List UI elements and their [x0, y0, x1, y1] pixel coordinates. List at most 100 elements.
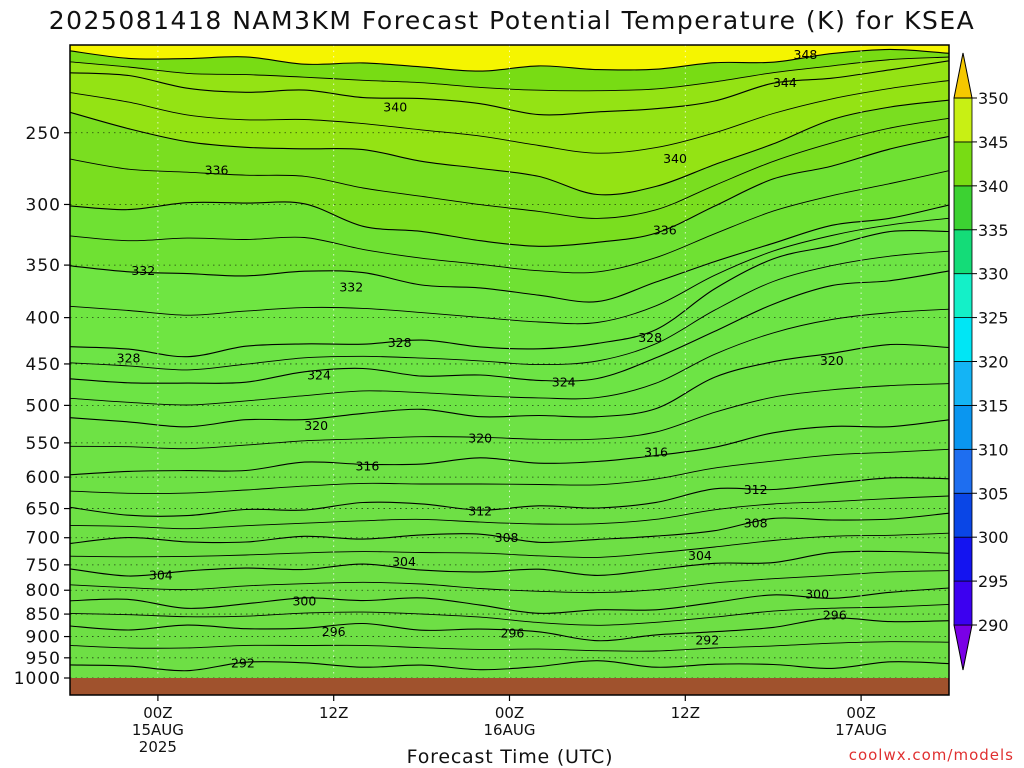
- colorbar-label: 325: [978, 309, 1009, 328]
- colorbar-label: 345: [978, 133, 1009, 152]
- colorbar-label: 290: [978, 616, 1009, 635]
- colorbar-bin-335: [953, 185, 973, 231]
- band-below-292: [70, 660, 949, 678]
- contour-label: 328: [117, 350, 141, 365]
- contour-330: [70, 217, 949, 325]
- x-tick-label: 00Z: [143, 704, 172, 722]
- contour-308: [70, 512, 949, 545]
- band-half-340: [70, 80, 949, 678]
- y-tick-label-400: 400: [26, 309, 61, 329]
- contour-label: 300: [292, 593, 316, 608]
- svg-text:328: 328: [388, 335, 412, 350]
- band-half-312: [70, 449, 949, 678]
- contour-348: [70, 48, 949, 72]
- svg-text:320: 320: [468, 430, 492, 445]
- x-tick-label: 12Z: [319, 704, 348, 722]
- contour-label: 320: [820, 353, 844, 368]
- contour-322: [70, 308, 949, 406]
- contour-label: 312: [744, 482, 768, 497]
- band-half-316: [70, 383, 949, 678]
- svg-text:344: 344: [773, 75, 797, 90]
- contour-298: [70, 603, 949, 626]
- contour-342: [70, 80, 949, 154]
- x-tick-date: 17AUG: [835, 721, 887, 739]
- y-tick-label-250: 250: [26, 124, 61, 144]
- svg-text:312: 312: [468, 503, 492, 518]
- contour-292: [70, 660, 949, 672]
- svg-text:304: 304: [392, 554, 416, 569]
- svg-text:316: 316: [355, 458, 379, 473]
- contour-label: 308: [744, 515, 768, 530]
- colorbar-label: 310: [978, 440, 1009, 459]
- contour-label: 304: [149, 568, 173, 583]
- contour-label: 328: [638, 330, 662, 345]
- svg-text:312: 312: [744, 482, 768, 497]
- contour-label: 328: [388, 335, 412, 350]
- svg-text:296: 296: [501, 626, 525, 641]
- svg-text:300: 300: [292, 593, 316, 608]
- svg-text:320: 320: [304, 418, 328, 433]
- contour-label: 304: [688, 548, 712, 563]
- contour-336: [70, 135, 949, 247]
- contour-344: [70, 60, 949, 116]
- contour-label: 300: [805, 587, 829, 602]
- contour-label: 336: [205, 163, 229, 178]
- y-tick-label-950: 950: [26, 649, 61, 669]
- colorbar-bin-320: [953, 317, 973, 362]
- svg-text:328: 328: [117, 350, 141, 365]
- colorbar-label: 315: [978, 396, 1009, 415]
- band-half-344: [70, 57, 949, 678]
- contour-label: 340: [383, 99, 407, 114]
- x-tick-date: 15AUG: [132, 721, 184, 739]
- x-tick-label: 00Z: [846, 704, 875, 722]
- contour-300: [70, 587, 949, 614]
- y-tick-label-900: 900: [26, 628, 61, 648]
- y-tick-label-350: 350: [26, 256, 61, 276]
- contour-314: [70, 448, 949, 494]
- colorbar-bin-295: [953, 536, 973, 582]
- svg-text:336: 336: [653, 222, 677, 237]
- x-tick-label: 00Z: [495, 704, 524, 722]
- contour-294: [70, 641, 949, 652]
- svg-text:340: 340: [663, 151, 687, 166]
- x-tick-label: 12Z: [671, 704, 700, 722]
- svg-text:324: 324: [307, 368, 331, 383]
- contour-label: 292: [695, 633, 719, 648]
- contour-label: 348: [794, 47, 818, 62]
- contour-label: 308: [495, 530, 519, 545]
- colorbar-label: 350: [978, 89, 1009, 108]
- svg-text:304: 304: [149, 568, 173, 583]
- svg-text:292: 292: [695, 633, 719, 648]
- contour-label: 316: [355, 458, 379, 473]
- contour-334: [70, 170, 949, 274]
- svg-text:308: 308: [744, 515, 768, 530]
- colorbar-label: 330: [978, 265, 1009, 284]
- colorbar-label: 320: [978, 353, 1009, 372]
- svg-text:340: 340: [383, 99, 407, 114]
- svg-text:300: 300: [805, 587, 829, 602]
- contour-318: [70, 383, 949, 450]
- colorbar-min-arrow: [953, 624, 973, 671]
- contour-296: [70, 617, 949, 642]
- x-tick-date: 16AUG: [484, 721, 536, 739]
- y-tick-label-500: 500: [26, 396, 61, 416]
- colorbar-bin-290: [953, 580, 973, 626]
- band-half-332: [70, 170, 949, 678]
- svg-text:320: 320: [820, 353, 844, 368]
- y-tick-label-700: 700: [26, 529, 61, 549]
- contour-338: [70, 117, 949, 219]
- colorbar-bin-310: [953, 405, 973, 450]
- contour-label: 304: [392, 554, 416, 569]
- svg-text:332: 332: [339, 279, 363, 294]
- chart-title: 2025081418 NAM3KM Forecast Potential Tem…: [48, 6, 976, 35]
- svg-text:304: 304: [688, 548, 712, 563]
- contour-316: [70, 419, 949, 476]
- colorbar-bin-340: [953, 141, 973, 187]
- band-half-296: [70, 604, 949, 678]
- contour-label: 320: [468, 430, 492, 445]
- band-half-320: [70, 309, 949, 678]
- band-half-308: [70, 496, 949, 678]
- contour-label: 340: [663, 151, 687, 166]
- colorbar-bin-325: [953, 273, 973, 318]
- contour-310: [70, 495, 949, 530]
